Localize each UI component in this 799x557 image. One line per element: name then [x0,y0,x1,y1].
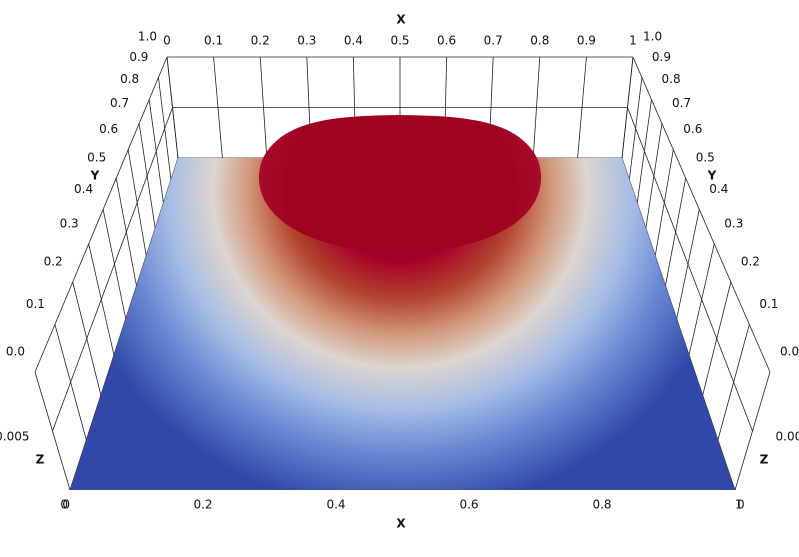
z-tick-label: 0 [737,498,745,512]
y-tick-label: 0.0 [6,345,25,359]
y-tick-label: 1.0 [138,30,157,44]
y-tick-label: 0.7 [672,96,691,110]
y-tick-label: 0.5 [87,151,106,165]
y-tick-label: 0.4 [709,182,728,196]
x-tick-label: 0.8 [592,498,611,512]
y-tick-label: 0.2 [741,255,760,269]
y-tick-label: 0.6 [99,122,118,136]
x-tick-label: 1 [629,34,637,48]
y-tick-label: 0.5 [696,151,715,165]
y-tick-label: 0.8 [120,72,139,86]
x-tick-label: 0.3 [297,34,316,48]
y-tick-label: 0.7 [110,96,129,110]
z-axis-title: Z [760,453,769,467]
y-axis-title: Y [90,169,100,183]
y-axis-title: Y [707,169,717,183]
z-tick-label: 0.005 [0,430,30,444]
grid-line [627,107,753,432]
y-tick-label: 0.1 [759,297,778,311]
x-tick-label: 0.2 [251,34,270,48]
grid-line [52,107,173,432]
y-tick-label: 0.6 [683,122,702,136]
labels: X X Y Y Z Z 0 0.1 0.2 0.3 0.4 0.5 0.6 0.7 0.8 0.9… [0,13,799,531]
x-tick-label: 0.9 [577,34,596,48]
x-tick-label: 0.6 [437,34,456,48]
y-tick-label: 0.4 [74,182,93,196]
x-tick-label: 0.1 [204,34,223,48]
y-tick-label: 0.9 [129,50,148,64]
z-tick-label: 0.005 [776,430,799,444]
x-tick-label: 1 [735,498,743,512]
x-axis-title: X [396,517,406,531]
grid-line [632,56,771,373]
grid-line [34,56,168,373]
z-axis-title: Z [36,453,45,467]
x-axis-title: X [396,13,406,27]
x-tick-label: 0.5 [390,34,409,48]
y-tick-label: 0.2 [44,255,63,269]
surface-plane [70,158,735,490]
y-tick-label: 0.9 [652,50,671,64]
x-tick-label: 0.4 [344,34,363,48]
x-tick-label: 0.8 [530,34,549,48]
y-tick-label: 0.8 [662,72,681,86]
x-tick-label: 0.7 [484,34,503,48]
x-tick-label: 0.4 [326,498,345,512]
y-tick-label: 0.1 [26,297,45,311]
y-tick-label: 0.3 [60,216,79,230]
surface-peak [258,115,542,252]
surface [70,115,735,490]
x-tick-label: 0.2 [193,498,212,512]
y-tick-label: 0.3 [724,216,743,230]
y-tick-label: 1.0 [643,30,662,44]
z-tick-label: 0 [60,498,68,512]
x-tick-label: 0.6 [459,498,478,512]
y-tick-label: 0.0 [780,345,799,359]
x-tick-label: 0 [163,34,171,48]
x-tick-label: 0 [62,498,70,512]
